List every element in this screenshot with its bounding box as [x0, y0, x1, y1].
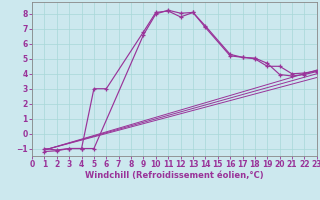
X-axis label: Windchill (Refroidissement éolien,°C): Windchill (Refroidissement éolien,°C)	[85, 171, 264, 180]
